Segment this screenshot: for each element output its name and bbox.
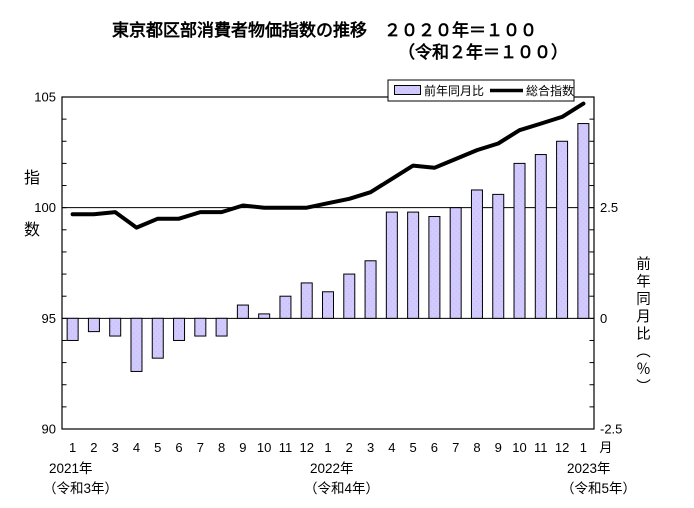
era-label: （令和5年） — [561, 481, 636, 496]
right-axis-tick-label: -2.5 — [600, 422, 622, 437]
x-tick-label: 12 — [555, 440, 569, 455]
left-axis-title: 指数 — [21, 169, 38, 273]
bar-yoy-8 — [470, 189, 483, 319]
bar-yoy-6 — [173, 317, 186, 341]
era-label: （令和3年） — [43, 481, 118, 496]
bar-yoy-1 — [322, 291, 334, 319]
bar-yoy-6 — [428, 216, 441, 319]
legend-bar-swatch — [394, 85, 421, 95]
bar-yoy-1 — [66, 317, 79, 341]
bar-yoy-5 — [407, 211, 420, 319]
right-axis-title: 前年同月比（％） — [634, 256, 650, 396]
legend-box — [387, 79, 575, 102]
x-tick-label: 2 — [90, 440, 97, 455]
legend-line-label: 総合指数 — [526, 83, 574, 98]
x-tick-label: 4 — [133, 440, 140, 455]
x-axis-unit-label: 月 — [599, 440, 612, 455]
chart-title-line1: 東京都区部消費者物価指数の推移 ２０２０年＝１００ — [112, 20, 537, 40]
bar-yoy-2 — [343, 273, 356, 319]
bar-yoy-12 — [556, 140, 569, 319]
bar-yoy-4 — [385, 211, 398, 319]
x-tick-label: 11 — [279, 440, 293, 455]
bar-yoy-9 — [492, 193, 505, 319]
bar-yoy-8 — [215, 317, 228, 337]
bar-yoy-1 — [577, 123, 590, 319]
x-tick-label: 8 — [218, 440, 225, 455]
left-axis-tick-label: 90 — [42, 422, 56, 437]
x-tick-label: 6 — [175, 440, 182, 455]
bar-yoy-11 — [279, 295, 292, 319]
x-tick-label: 1 — [69, 440, 76, 455]
left-axis-tick-label: 100 — [34, 200, 56, 215]
x-tick-label: 7 — [452, 440, 459, 455]
right-axis-tick-label: 0 — [600, 311, 607, 326]
bar-yoy-5 — [151, 317, 164, 359]
left-axis-tick-label: 105 — [34, 90, 56, 105]
bar-yoy-7 — [449, 207, 462, 319]
bar-yoy-2 — [87, 317, 100, 333]
x-tick-label: 3 — [112, 440, 119, 455]
line-sogo-shisu — [70, 101, 586, 230]
x-tick-label: 10 — [257, 440, 271, 455]
bar-yoy-11 — [534, 154, 547, 319]
x-tick-label: 2 — [346, 440, 353, 455]
x-tick-label: 12 — [299, 440, 313, 455]
x-tick-label: 1 — [580, 440, 587, 455]
bar-yoy-10 — [258, 313, 271, 319]
x-tick-label: 4 — [388, 440, 395, 455]
plot-border — [61, 96, 595, 430]
era-label: （令和4年） — [304, 481, 379, 496]
x-tick-label: 8 — [473, 440, 480, 455]
bar-yoy-4 — [130, 317, 143, 372]
x-tick-label: 6 — [431, 440, 438, 455]
bar-yoy-9 — [236, 304, 249, 319]
year-label: 2022年 — [310, 461, 354, 476]
year-label: 2023年 — [567, 461, 611, 476]
x-tick-label: 5 — [154, 440, 161, 455]
x-tick-label: 1 — [324, 440, 331, 455]
left-axis-tick-label: 95 — [42, 311, 56, 326]
bar-yoy-3 — [109, 317, 122, 337]
x-tick-label: 5 — [410, 440, 417, 455]
chart-title-line2: （令和２年＝１００） — [398, 42, 568, 62]
bar-yoy-7 — [194, 317, 207, 337]
legend-bar-label: 前年同月比 — [424, 83, 484, 98]
year-label: 2021年 — [49, 461, 93, 476]
x-tick-label: 9 — [239, 440, 246, 455]
bar-yoy-12 — [300, 282, 313, 319]
x-tick-label: 9 — [495, 440, 502, 455]
x-tick-label: 7 — [197, 440, 204, 455]
right-axis-tick-label: 2.5 — [600, 200, 618, 215]
legend: 前年同月比 総合指数 — [387, 79, 575, 102]
x-tick-label: 3 — [367, 440, 374, 455]
bar-yoy-10 — [513, 162, 526, 319]
bar-yoy-3 — [364, 260, 377, 319]
x-tick-label: 10 — [512, 440, 526, 455]
x-tick-label: 11 — [534, 440, 548, 455]
